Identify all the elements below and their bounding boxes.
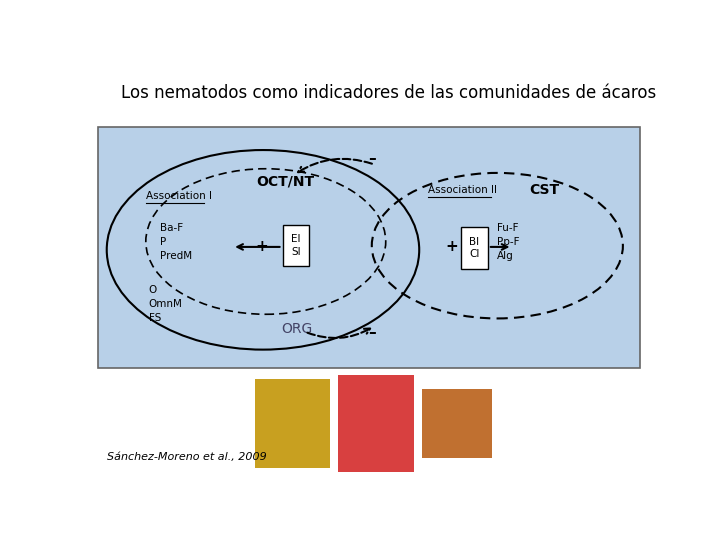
FancyBboxPatch shape [338,375,414,472]
Text: Sánchez-Moreno et al., 2009: Sánchez-Moreno et al., 2009 [107,452,266,462]
Text: Bl
Cl: Bl Cl [469,237,480,259]
Text: El
Sl: El Sl [291,234,301,257]
FancyBboxPatch shape [461,227,488,268]
FancyBboxPatch shape [282,225,310,266]
Text: ORG: ORG [281,322,312,336]
FancyBboxPatch shape [255,379,330,468]
Text: Los nematodos como indicadores de las comunidades de ácaros: Los nematodos como indicadores de las co… [121,84,656,102]
FancyBboxPatch shape [99,127,639,368]
Text: Ba-F
P
PredM: Ba-F P PredM [160,222,192,260]
Text: –: – [368,151,376,166]
FancyBboxPatch shape [422,389,492,458]
Text: +: + [256,239,269,254]
Text: Association I: Association I [145,191,212,201]
Text: +: + [445,239,458,254]
Text: Fu-F
Pp-F
Alg: Fu-F Pp-F Alg [498,222,520,260]
Text: –: – [368,326,376,341]
Text: O
OmnM
FS: O OmnM FS [148,285,182,323]
Text: Association II: Association II [428,185,497,194]
Text: OCT/NT: OCT/NT [256,174,315,188]
Text: CST: CST [530,183,560,197]
